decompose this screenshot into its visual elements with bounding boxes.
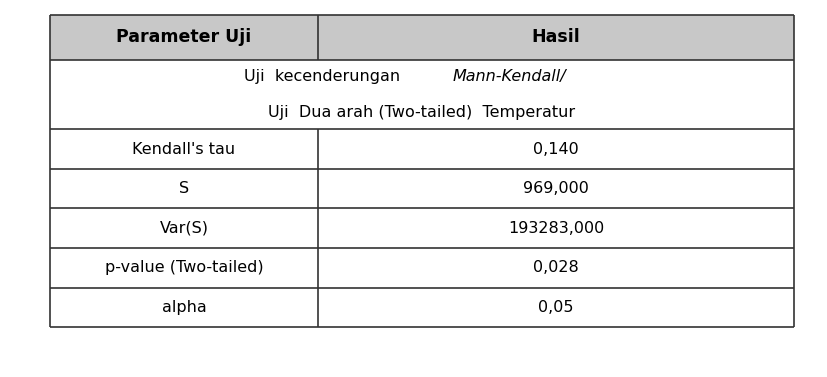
Text: Uji  Dua arah (Two-tailed)  Temperatur: Uji Dua arah (Two-tailed) Temperatur bbox=[268, 105, 576, 120]
Text: S: S bbox=[179, 181, 189, 196]
Text: Hasil: Hasil bbox=[532, 28, 581, 46]
Text: p-value (Two-tailed): p-value (Two-tailed) bbox=[105, 261, 263, 275]
Bar bbox=[50, 15, 794, 60]
Text: 969,000: 969,000 bbox=[523, 181, 589, 196]
Text: 0,05: 0,05 bbox=[538, 300, 574, 315]
Text: Var(S): Var(S) bbox=[160, 221, 208, 236]
Text: 193283,000: 193283,000 bbox=[508, 221, 605, 236]
Text: Mann-Kendall/: Mann-Kendall/ bbox=[452, 69, 566, 84]
Text: Kendall's tau: Kendall's tau bbox=[132, 142, 236, 156]
Text: 0,140: 0,140 bbox=[533, 142, 579, 156]
Text: alpha: alpha bbox=[161, 300, 207, 315]
Text: 0,028: 0,028 bbox=[533, 261, 579, 275]
Text: Uji  kecenderungan: Uji kecenderungan bbox=[245, 69, 406, 84]
Text: Parameter Uji: Parameter Uji bbox=[117, 28, 251, 46]
